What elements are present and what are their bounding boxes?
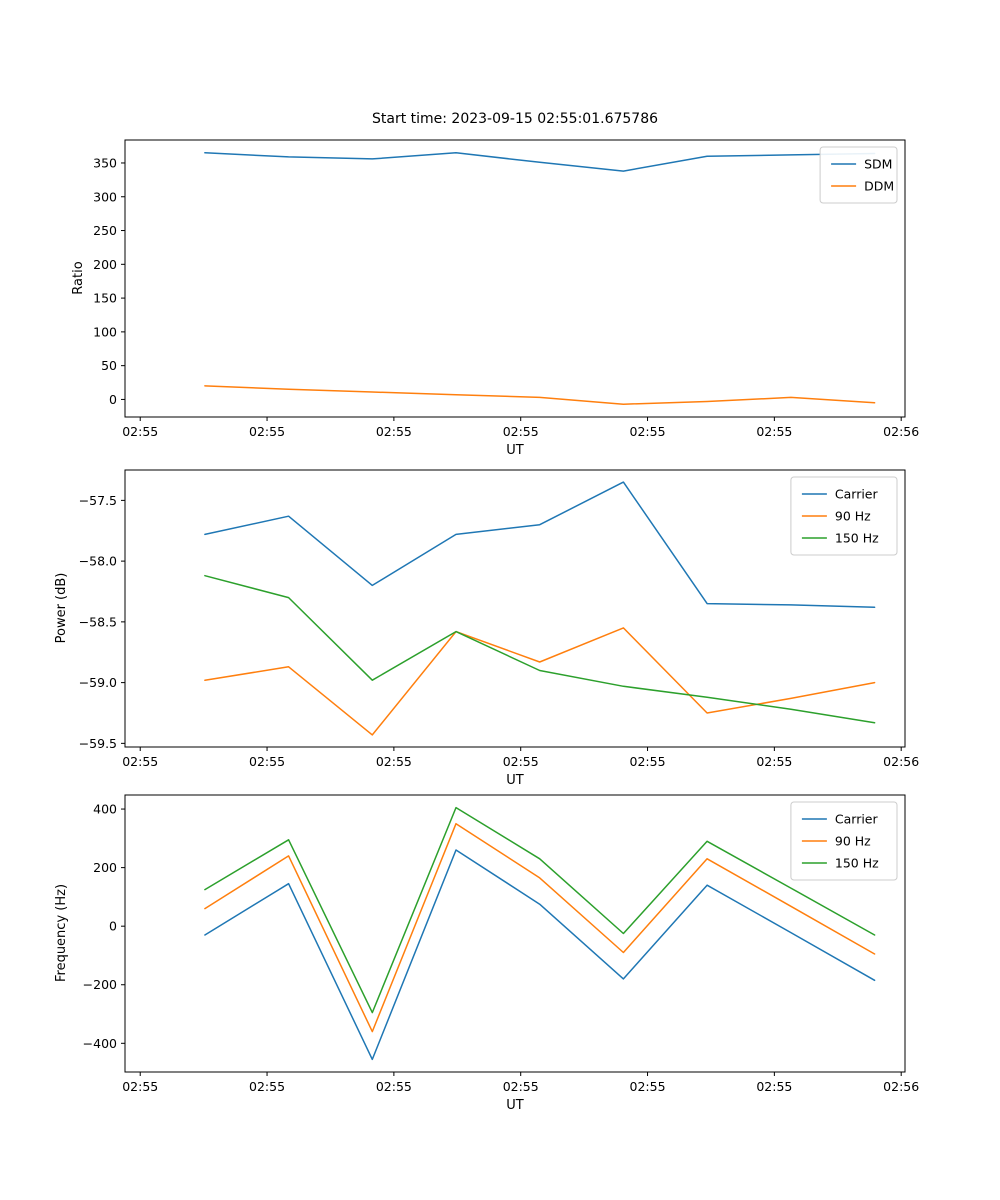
series-line-sdm bbox=[204, 152, 876, 172]
legend-box bbox=[790, 476, 898, 556]
y-axis-label-plot3: Frequency (Hz) bbox=[54, 883, 69, 983]
y-tick-label: −58.5 bbox=[79, 614, 117, 629]
subplot-2: 02:55 02:55 02:55 02:55 02:55 02:55 02:56 −59.5… bbox=[79, 469, 919, 769]
x-tick-label: 02:56 bbox=[883, 754, 919, 769]
axes-spine bbox=[124, 139, 906, 418]
series-line-150-hz bbox=[204, 806, 876, 1014]
x-axis-label-plot3: UT bbox=[506, 1098, 524, 1113]
series-line-ddm bbox=[204, 385, 876, 405]
x-tick-label: 02:56 bbox=[883, 424, 919, 439]
axes-spine bbox=[124, 794, 906, 1073]
y-axis-label-plot2: Power (dB) bbox=[54, 572, 69, 644]
series-line-150-hz bbox=[204, 574, 876, 724]
x-tick-label: 02:55 bbox=[503, 1079, 539, 1094]
y-tick-label: 200 bbox=[93, 257, 117, 272]
legend-label-ddm: DDM bbox=[864, 179, 894, 194]
y-tick-label: 100 bbox=[93, 324, 117, 339]
x-tick-label: 02:55 bbox=[249, 1079, 285, 1094]
y-tick-label: 300 bbox=[93, 189, 117, 204]
y-axis-label-plot1: Ratio bbox=[71, 261, 86, 295]
series-line-90-hz bbox=[204, 627, 876, 736]
legend: Carrier 90 Hz 150 Hz bbox=[790, 801, 898, 881]
y-tick-label: 0 bbox=[109, 392, 117, 407]
axes-spine bbox=[124, 469, 906, 748]
y-tick-label: −58.0 bbox=[79, 554, 117, 569]
x-tick-label: 02:55 bbox=[503, 754, 539, 769]
y-tick-label: 250 bbox=[93, 223, 117, 238]
y-tick-label: −57.5 bbox=[79, 493, 117, 508]
y-tick-label: 50 bbox=[101, 358, 117, 373]
x-axis-label-plot1: UT bbox=[506, 443, 524, 458]
x-tick-label: 02:56 bbox=[883, 1079, 919, 1094]
x-tick-label: 02:55 bbox=[630, 1079, 666, 1094]
series-line-carrier bbox=[204, 849, 876, 1061]
y-tick-label: 200 bbox=[93, 860, 117, 875]
x-axis-label-plot2: UT bbox=[506, 773, 524, 788]
legend-label-90-hz: 90 Hz bbox=[835, 834, 871, 849]
legend: SDM DDM bbox=[819, 146, 898, 204]
legend-box bbox=[819, 146, 898, 204]
series-line-carrier bbox=[204, 481, 876, 609]
y-tick-label: −59.5 bbox=[79, 736, 117, 751]
x-tick-label: 02:55 bbox=[249, 754, 285, 769]
x-tick-label: 02:55 bbox=[376, 1079, 412, 1094]
x-tick-label: 02:55 bbox=[756, 754, 792, 769]
legend-label-150-hz: 150 Hz bbox=[835, 531, 879, 546]
y-tick-label: −400 bbox=[83, 1036, 117, 1051]
legend-label-90-hz: 90 Hz bbox=[835, 509, 871, 524]
legend-label-carrier: Carrier bbox=[835, 487, 879, 502]
legend-box bbox=[790, 801, 898, 881]
x-tick-label: 02:55 bbox=[122, 754, 158, 769]
x-tick-label: 02:55 bbox=[376, 754, 412, 769]
x-tick-label: 02:55 bbox=[630, 424, 666, 439]
y-tick-label: −59.0 bbox=[79, 675, 117, 690]
legend-label-carrier: Carrier bbox=[835, 812, 879, 827]
subplot-1: 02:55 02:55 02:55 02:55 02:55 02:55 02:56 0 50 10… bbox=[93, 139, 919, 439]
y-tick-label: 150 bbox=[93, 291, 117, 306]
series-line-90-hz bbox=[204, 822, 876, 1033]
x-tick-label: 02:55 bbox=[630, 754, 666, 769]
subplot-3: 02:55 02:55 02:55 02:55 02:55 02:55 02:56 −400 −… bbox=[83, 794, 919, 1094]
y-tick-label: 400 bbox=[93, 802, 117, 817]
x-tick-label: 02:55 bbox=[376, 424, 412, 439]
y-tick-label: 0 bbox=[109, 919, 117, 934]
y-tick-label: −200 bbox=[83, 977, 117, 992]
figure-title: Start time: 2023-09-15 02:55:01.675786 bbox=[371, 111, 659, 127]
x-tick-label: 02:55 bbox=[122, 424, 158, 439]
x-tick-label: 02:55 bbox=[122, 1079, 158, 1094]
x-tick-label: 02:55 bbox=[249, 424, 285, 439]
y-tick-label: 350 bbox=[93, 155, 117, 170]
x-tick-label: 02:55 bbox=[503, 424, 539, 439]
legend: Carrier 90 Hz 150 Hz bbox=[790, 476, 898, 556]
x-tick-label: 02:55 bbox=[756, 424, 792, 439]
legend-label-sdm: SDM bbox=[864, 157, 892, 172]
x-tick-label: 02:55 bbox=[756, 1079, 792, 1094]
legend-label-150-hz: 150 Hz bbox=[835, 856, 879, 871]
